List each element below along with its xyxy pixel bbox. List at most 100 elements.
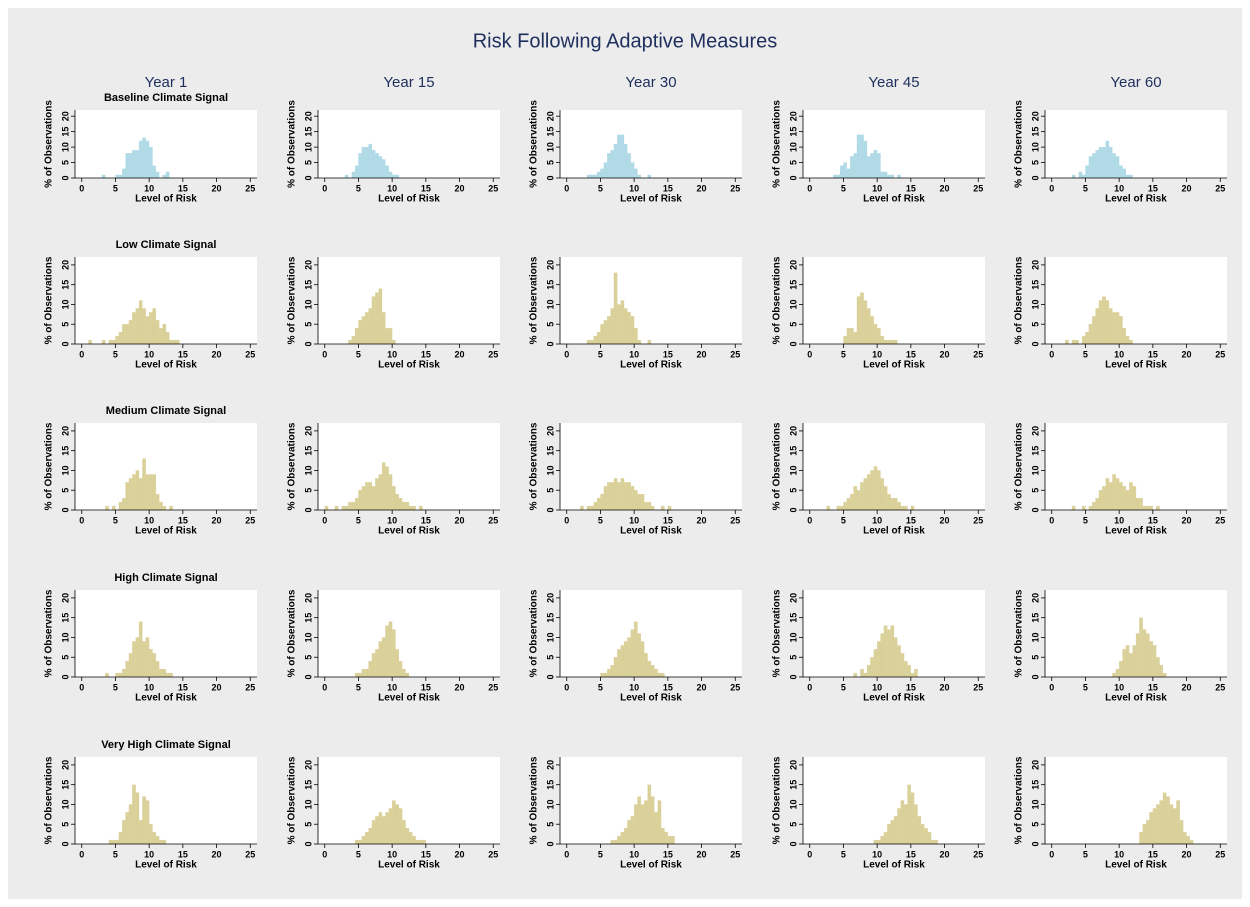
histogram-bar: [354, 165, 359, 179]
histogram-bar: [856, 296, 861, 345]
histogram-bar: [883, 339, 888, 345]
row-title: Low Climate Signal: [116, 239, 217, 251]
plot-area: [318, 423, 500, 510]
histogram-bar: [368, 143, 373, 179]
histogram-bar: [122, 168, 126, 179]
histogram-bar: [866, 474, 871, 511]
histogram-bar: [900, 505, 905, 511]
x-tick-label: 0: [807, 682, 812, 692]
x-tick-label: 0: [564, 682, 569, 692]
histogram-bar: [368, 661, 373, 678]
x-axis-label: Level of Risk: [135, 693, 197, 704]
y-tick-label: 0: [788, 175, 798, 180]
histogram-bar: [368, 308, 373, 345]
histogram-bar: [1081, 174, 1086, 179]
x-tick-label: 15: [1148, 682, 1158, 692]
histogram-bar: [375, 153, 379, 179]
y-tick-label: 0: [60, 175, 70, 180]
y-tick-label: 0: [303, 674, 313, 679]
histogram-bar: [650, 505, 655, 511]
x-tick-label: 10: [629, 849, 639, 859]
x-tick-label: 25: [245, 849, 255, 859]
x-tick-label: 20: [455, 515, 465, 525]
y-tick-label: 10: [788, 465, 798, 475]
x-tick-label: 15: [663, 349, 673, 359]
histogram-bar: [354, 328, 359, 345]
histogram-bar: [853, 331, 858, 345]
histogram-bar: [115, 672, 119, 678]
histogram-bar: [613, 839, 618, 845]
histogram-bar: [155, 494, 160, 511]
y-axis-label: % of Observations: [772, 100, 783, 188]
histogram-bar: [1085, 165, 1089, 179]
histogram-bar: [657, 800, 662, 845]
histogram-bar: [418, 505, 423, 511]
plot-area: [1045, 257, 1227, 344]
histogram-bar: [108, 339, 113, 345]
y-tick-label: 15: [545, 780, 555, 790]
y-tick-label: 0: [303, 175, 313, 180]
y-tick-label: 10: [545, 465, 555, 475]
y-tick-label: 5: [303, 322, 313, 327]
histogram-bar: [88, 339, 93, 345]
y-tick-label: 10: [303, 299, 313, 309]
x-tick-label: 25: [1215, 349, 1225, 359]
histogram-bar: [880, 335, 885, 345]
histogram-bar: [135, 470, 140, 511]
x-tick-label: 0: [322, 349, 327, 359]
histogram-bar: [391, 339, 396, 345]
column-title: Year 15: [383, 74, 434, 91]
histogram-bar: [623, 308, 628, 345]
histogram-bar: [1125, 645, 1130, 678]
x-axis-label: Level of Risk: [1105, 526, 1167, 537]
x-tick-label: 10: [872, 849, 882, 859]
histogram-bar: [398, 661, 403, 678]
histogram-bar: [341, 505, 346, 511]
histogram-bar: [596, 497, 601, 511]
histogram-bar: [1071, 505, 1076, 511]
x-tick-label: 20: [455, 183, 465, 193]
x-tick-label: 5: [113, 682, 118, 692]
histogram-bar: [1139, 497, 1143, 511]
histogram-bar: [846, 497, 851, 511]
histogram-bar: [600, 168, 604, 179]
histogram-bar: [385, 466, 389, 511]
histogram-bar: [633, 804, 638, 845]
y-tick-label: 10: [1030, 632, 1040, 642]
x-axis-label: Level of Risk: [378, 860, 440, 871]
y-tick-label: 10: [303, 465, 313, 475]
histogram-bar: [620, 134, 625, 179]
histogram-bar: [640, 494, 645, 511]
y-tick-label: 10: [60, 299, 70, 309]
histogram-bar: [365, 831, 369, 845]
histogram-bar: [633, 168, 638, 179]
y-tick-label: 15: [60, 446, 70, 456]
x-tick-label: 10: [387, 682, 397, 692]
histogram-bar: [623, 143, 628, 179]
y-tick-label: 5: [1030, 322, 1040, 327]
x-axis-label: Level of Risk: [863, 860, 925, 871]
x-tick-label: 15: [421, 682, 431, 692]
histogram-bar: [876, 839, 881, 845]
histogram-bar: [620, 645, 625, 678]
histogram-bar: [660, 505, 665, 511]
histogram-bar: [1112, 672, 1116, 678]
histogram-bar: [580, 505, 584, 511]
x-tick-label: 25: [973, 349, 983, 359]
x-tick-label: 15: [906, 849, 916, 859]
x-axis-label: Level of Risk: [135, 360, 197, 371]
x-tick-label: 0: [79, 849, 84, 859]
y-tick-label: 20: [545, 760, 555, 770]
y-axis-label: % of Observations: [44, 589, 55, 677]
histogram-bar: [1156, 657, 1160, 678]
histogram-bar: [883, 625, 888, 678]
plot-area: [803, 110, 985, 178]
histogram-bar: [118, 331, 123, 345]
histogram-bar: [1125, 335, 1130, 345]
histogram-bar: [887, 494, 891, 511]
histogram-bar: [408, 505, 413, 511]
x-axis-label: Level of Risk: [135, 526, 197, 537]
plot-area: [318, 110, 500, 178]
x-tick-label: 0: [1049, 183, 1054, 193]
row-title: Baseline Climate Signal: [104, 92, 228, 104]
